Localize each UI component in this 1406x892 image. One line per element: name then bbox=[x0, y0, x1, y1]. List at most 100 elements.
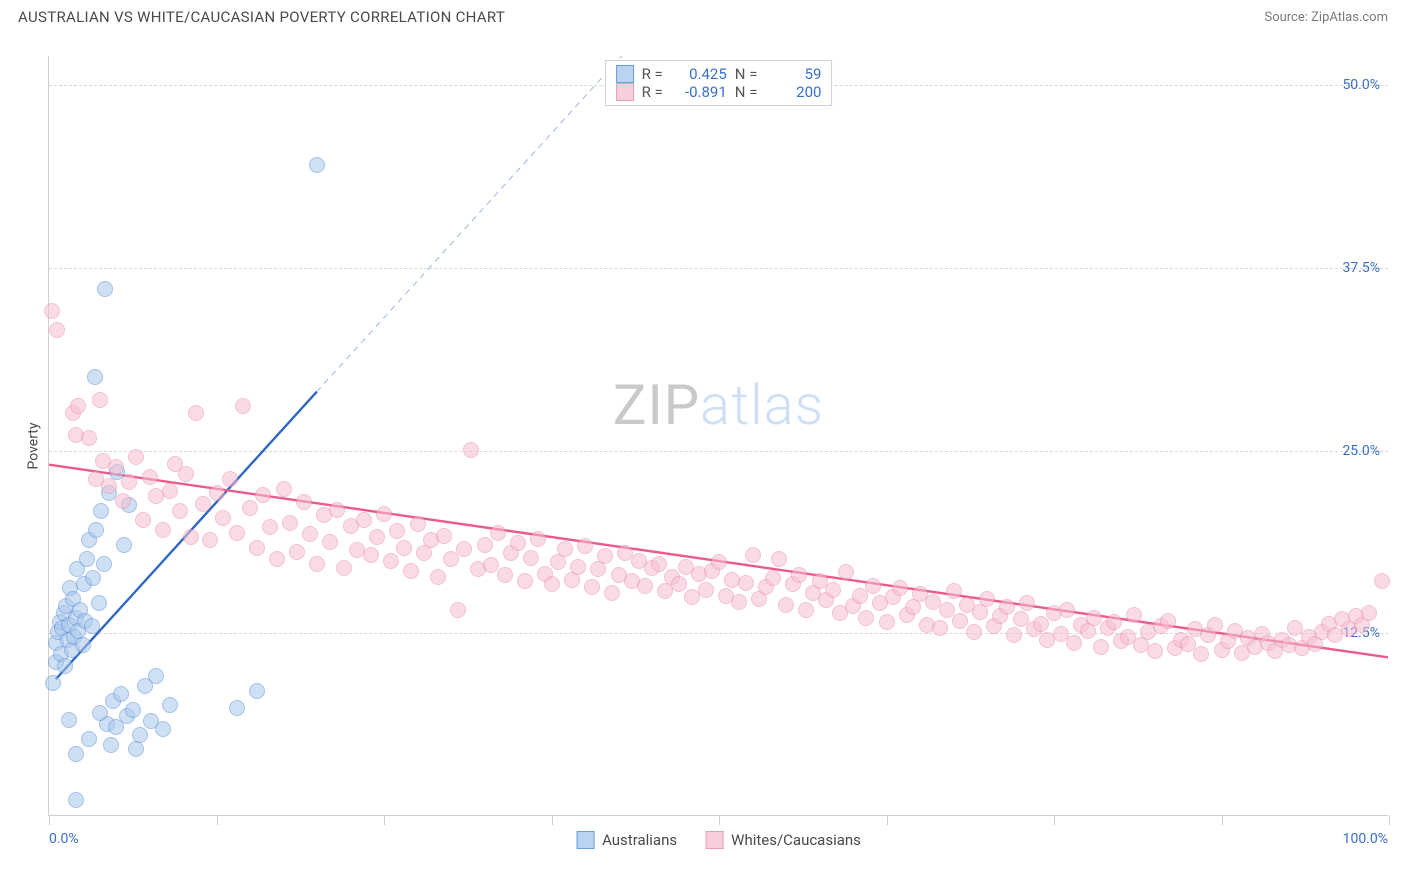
data-point bbox=[79, 551, 95, 567]
data-point bbox=[142, 469, 158, 485]
data-point bbox=[745, 547, 761, 563]
data-point bbox=[584, 579, 600, 595]
data-point bbox=[128, 449, 144, 465]
data-point bbox=[1207, 617, 1223, 633]
data-point bbox=[242, 500, 258, 516]
data-point bbox=[68, 792, 84, 808]
data-point bbox=[103, 737, 119, 753]
x-tick-label-left: 0.0% bbox=[49, 831, 79, 847]
source-label: Source: ZipAtlas.com bbox=[1264, 10, 1388, 25]
data-point bbox=[570, 559, 586, 575]
data-point bbox=[162, 697, 178, 713]
data-point bbox=[202, 532, 218, 548]
data-point bbox=[249, 683, 265, 699]
legend: Australians Whites/Caucasians bbox=[576, 831, 861, 849]
data-point bbox=[966, 624, 982, 640]
x-tick bbox=[384, 815, 385, 825]
x-tick bbox=[719, 815, 720, 825]
y-tick-label: 50.0% bbox=[1342, 77, 1380, 93]
data-point bbox=[1106, 614, 1122, 630]
data-point bbox=[410, 516, 426, 532]
data-point bbox=[57, 658, 73, 674]
data-point bbox=[577, 538, 593, 554]
data-point bbox=[229, 700, 245, 716]
swatch-icon bbox=[616, 65, 634, 83]
data-point bbox=[215, 510, 231, 526]
watermark: ZIPatlas bbox=[613, 372, 824, 438]
data-point bbox=[262, 519, 278, 535]
data-point bbox=[68, 746, 84, 762]
data-point bbox=[84, 618, 100, 634]
data-point bbox=[932, 620, 948, 636]
data-point bbox=[1193, 646, 1209, 662]
legend-item-1: Whites/Caucasians bbox=[705, 831, 861, 849]
data-point bbox=[209, 485, 225, 501]
data-point bbox=[436, 528, 452, 544]
data-point bbox=[791, 567, 807, 583]
data-point bbox=[85, 570, 101, 586]
data-point bbox=[892, 580, 908, 596]
data-point bbox=[463, 442, 479, 458]
grid-line bbox=[49, 268, 1388, 269]
data-point bbox=[249, 540, 265, 556]
data-point bbox=[604, 585, 620, 601]
data-point bbox=[456, 541, 472, 557]
data-point bbox=[289, 544, 305, 560]
data-point bbox=[369, 529, 385, 545]
data-point bbox=[363, 547, 379, 563]
data-point bbox=[81, 731, 97, 747]
data-point bbox=[879, 614, 895, 630]
data-point bbox=[296, 494, 312, 510]
stats-row-0: R = 0.425 N = 59 bbox=[616, 65, 822, 83]
data-point bbox=[838, 564, 854, 580]
data-point bbox=[517, 573, 533, 589]
data-point bbox=[125, 702, 141, 718]
plot-area: ZIPatlas 12.5%25.0%37.5%50.0% R = 0.425 … bbox=[48, 56, 1388, 816]
data-point bbox=[597, 548, 613, 564]
data-point bbox=[155, 522, 171, 538]
data-point bbox=[108, 459, 124, 475]
data-point bbox=[336, 560, 352, 576]
data-point bbox=[731, 594, 747, 610]
data-point bbox=[430, 569, 446, 585]
data-point bbox=[865, 578, 881, 594]
data-point bbox=[132, 727, 148, 743]
data-point bbox=[946, 583, 962, 599]
data-point bbox=[282, 515, 298, 531]
data-point bbox=[92, 392, 108, 408]
data-point bbox=[116, 537, 132, 553]
y-tick-label: 37.5% bbox=[1342, 260, 1380, 276]
y-axis-label: Poverty bbox=[26, 422, 42, 469]
data-point bbox=[530, 531, 546, 547]
data-point bbox=[255, 487, 271, 503]
x-tick bbox=[49, 815, 50, 825]
data-point bbox=[113, 686, 129, 702]
data-point bbox=[510, 535, 526, 551]
swatch-icon bbox=[616, 83, 634, 101]
x-tick bbox=[552, 815, 553, 825]
data-point bbox=[61, 712, 77, 728]
data-point bbox=[711, 554, 727, 570]
data-point bbox=[771, 551, 787, 567]
x-tick bbox=[887, 815, 888, 825]
data-point bbox=[389, 523, 405, 539]
data-point bbox=[309, 556, 325, 572]
data-point bbox=[45, 675, 61, 691]
data-point bbox=[148, 668, 164, 684]
data-point bbox=[1033, 616, 1049, 632]
data-point bbox=[276, 481, 292, 497]
data-point bbox=[1361, 605, 1377, 621]
x-tick-label-right: 100.0% bbox=[1343, 831, 1388, 847]
x-tick bbox=[1389, 815, 1390, 825]
grid-line bbox=[49, 451, 1388, 452]
data-point bbox=[979, 591, 995, 607]
data-point bbox=[450, 602, 466, 618]
data-point bbox=[738, 575, 754, 591]
data-point bbox=[75, 637, 91, 653]
data-point bbox=[70, 398, 86, 414]
data-point bbox=[637, 578, 653, 594]
data-point bbox=[383, 553, 399, 569]
data-point bbox=[396, 540, 412, 556]
data-point bbox=[1160, 613, 1176, 629]
data-point bbox=[155, 721, 171, 737]
